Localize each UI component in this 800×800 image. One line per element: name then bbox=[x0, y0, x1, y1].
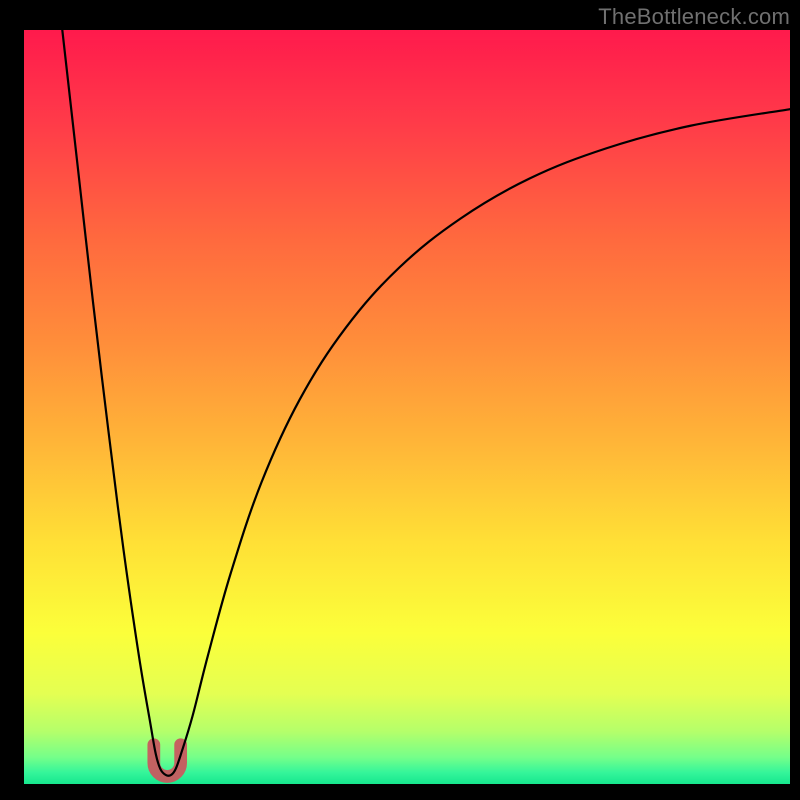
chart-plot-background bbox=[24, 30, 790, 784]
watermark-text: TheBottleneck.com bbox=[598, 4, 790, 30]
bottleneck-curve-chart bbox=[0, 0, 800, 800]
chart-stage: TheBottleneck.com bbox=[0, 0, 800, 800]
